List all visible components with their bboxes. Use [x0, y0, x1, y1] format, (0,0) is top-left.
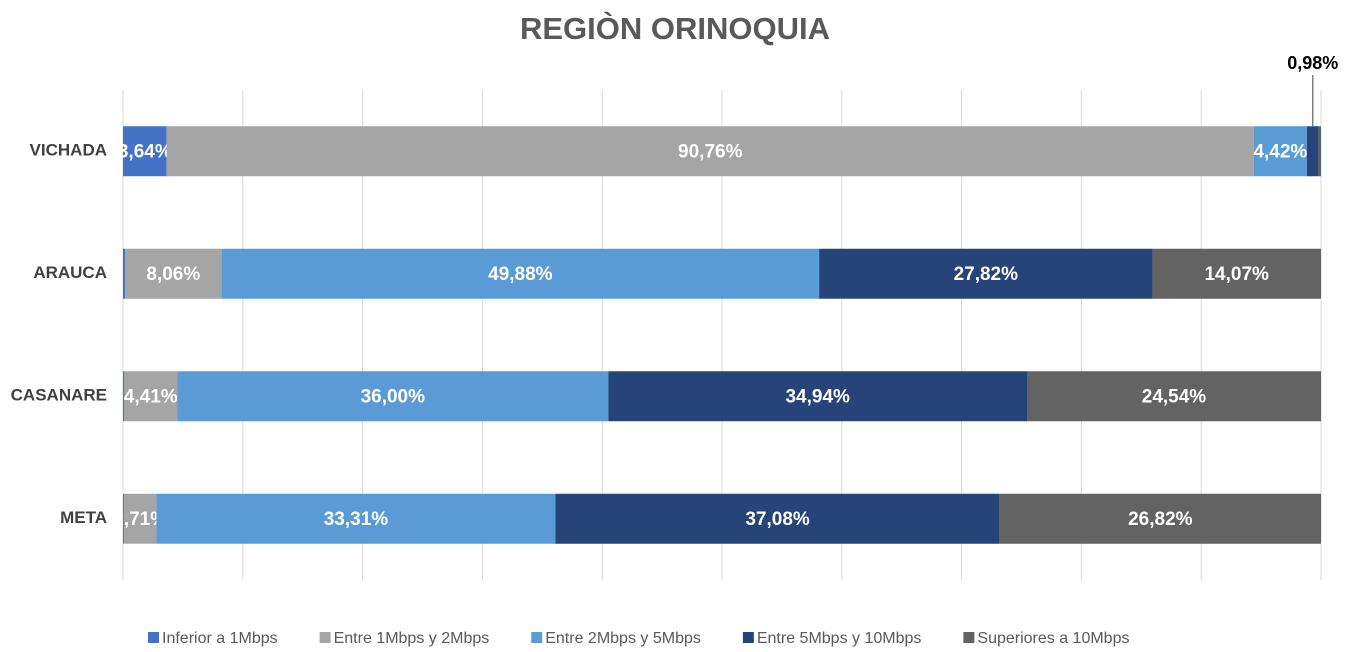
legend-label: Superiores a 10Mbps — [977, 630, 1129, 647]
bar-segment — [156, 493, 556, 544]
bar-segment — [819, 248, 1153, 299]
bar-segment — [999, 493, 1321, 544]
legend-label: Inferior a 1Mbps — [162, 630, 278, 647]
data-label: 26,82% — [1128, 509, 1193, 530]
bar-segment — [123, 493, 157, 544]
category-label: META — [60, 508, 107, 527]
bar-segment — [177, 371, 609, 422]
data-label: 14,07% — [1204, 264, 1269, 285]
data-label: 27,82% — [954, 264, 1019, 285]
bar-segment — [608, 371, 1028, 422]
data-label: 24,54% — [1142, 386, 1207, 407]
data-label: 34,94% — [785, 386, 850, 407]
bar-segment — [123, 493, 124, 544]
legend-label: Entre 1Mbps y 2Mbps — [334, 630, 490, 647]
bar-segment — [221, 248, 820, 299]
bar-segment — [123, 248, 126, 299]
legend-label: Entre 2Mbps y 5Mbps — [545, 630, 701, 647]
data-label: 2,71% — [113, 509, 167, 530]
data-label: 33,31% — [324, 509, 389, 530]
category-label: CASANARE — [11, 386, 107, 405]
chart-title: REGIÒN ORINOQUIA — [520, 10, 830, 46]
data-label: 0,98% — [1287, 53, 1338, 73]
bar-segment — [1253, 126, 1307, 177]
bar-segment — [124, 371, 178, 422]
data-label: 4,42% — [1253, 141, 1307, 162]
data-label: 4,41% — [124, 386, 178, 407]
data-label: 90,76% — [678, 141, 743, 162]
legend-swatch — [148, 632, 159, 643]
bar-segment — [555, 493, 1000, 544]
bar-segment — [1152, 248, 1321, 299]
category-label: VICHADA — [30, 141, 107, 160]
legend-swatch — [963, 632, 975, 643]
bar-segment — [125, 248, 222, 299]
bar-segment — [123, 126, 167, 177]
legend-swatch — [742, 632, 754, 643]
legend-swatch — [319, 632, 331, 643]
data-label: 8,06% — [146, 264, 200, 285]
bar-segment — [123, 371, 125, 422]
category-label: ARAUCA — [33, 263, 107, 282]
bar-segment — [1318, 126, 1321, 177]
bar-segment — [1027, 371, 1321, 422]
data-label: 37,08% — [745, 509, 810, 530]
data-label: 49,88% — [488, 264, 553, 285]
bar-segment — [166, 126, 1254, 177]
legend-label: Entre 5Mbps y 10Mbps — [757, 630, 922, 647]
data-label: 3,64% — [118, 141, 172, 162]
data-label: 36,00% — [361, 386, 426, 407]
bar-segment — [1306, 126, 1319, 177]
legend-swatch — [531, 632, 543, 643]
